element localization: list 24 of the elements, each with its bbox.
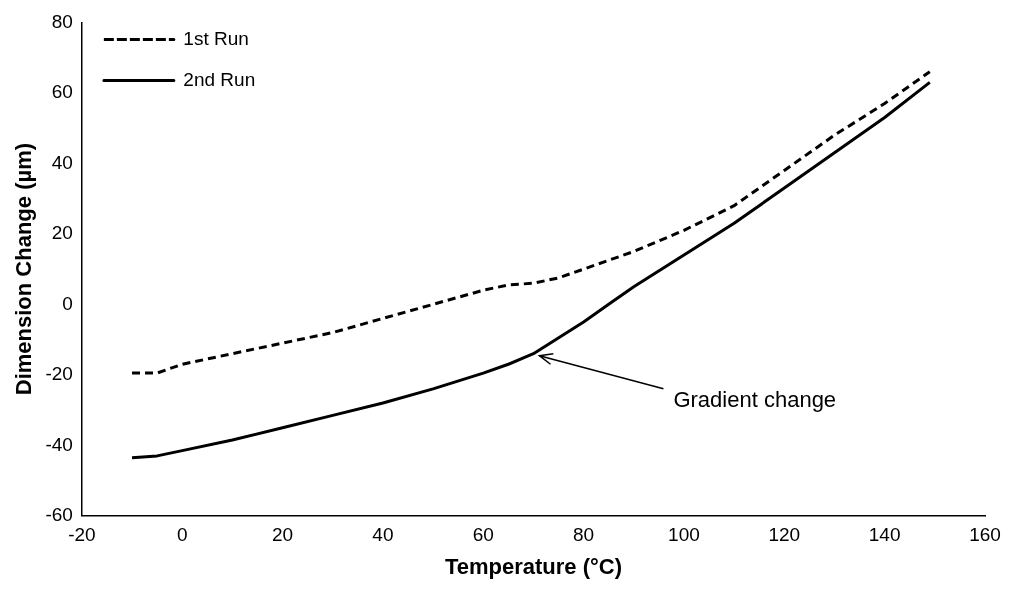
annotation: Gradient change — [673, 386, 837, 412]
y-tick-label: 20 — [51, 222, 73, 244]
x-tick-label: 40 — [372, 524, 394, 546]
x-tick-label: 100 — [668, 524, 700, 546]
legend-label: 2nd Run — [183, 68, 256, 90]
legend-label: 1st Run — [183, 27, 249, 49]
line-series — [130, 70, 932, 375]
x-tick-label: -20 — [68, 524, 96, 546]
x-tick-label: 0 — [176, 524, 188, 546]
x-tick-label: 60 — [472, 524, 494, 546]
y-tick-label: -40 — [45, 433, 73, 455]
y-tick-label: 0 — [62, 292, 73, 314]
x-tick-label: 20 — [271, 524, 294, 546]
x-tick-label: 120 — [768, 524, 801, 546]
y-axis-title: Dimension Change (µm) — [11, 142, 37, 396]
y-tick-label: 40 — [51, 151, 73, 173]
x-tick-label: 140 — [868, 524, 901, 546]
x-tick-label: 80 — [573, 524, 595, 546]
x-tick-label: 160 — [969, 524, 1001, 546]
y-tick-label: -60 — [45, 504, 73, 526]
y-tick-label: -20 — [45, 363, 73, 385]
y-tick-label: 80 — [51, 10, 73, 32]
y-tick-label: 60 — [51, 81, 73, 103]
x-axis-title: Temperature (°C) — [444, 553, 622, 579]
